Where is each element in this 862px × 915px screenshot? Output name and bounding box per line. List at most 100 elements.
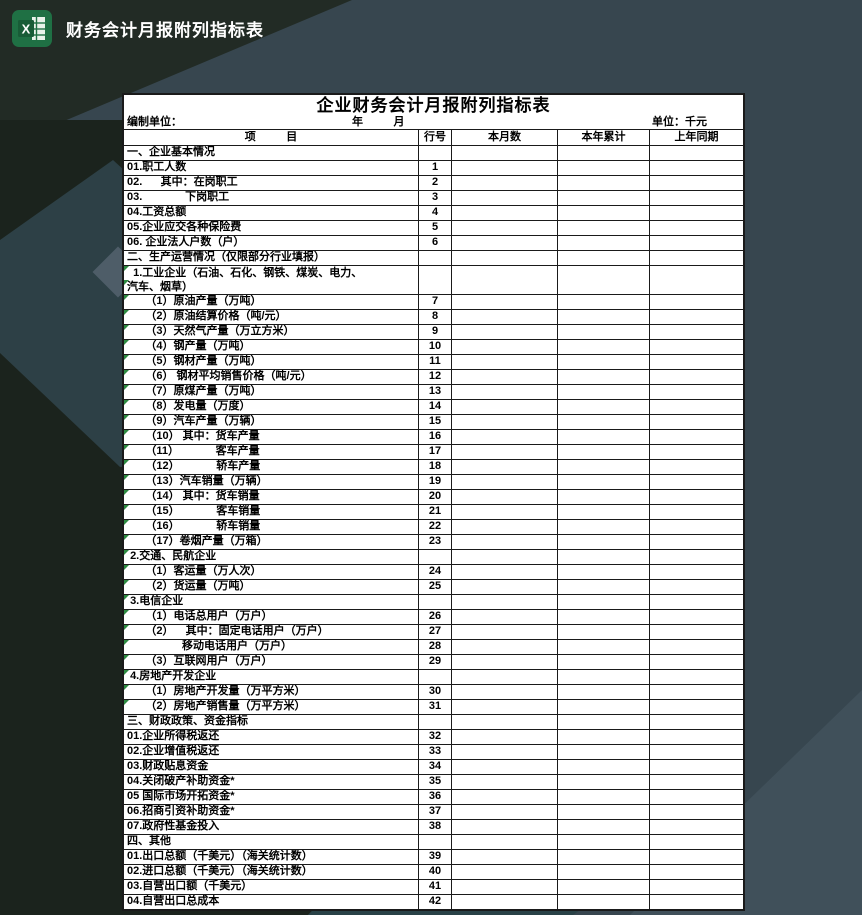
year-to-date-cell[interactable] <box>557 835 649 849</box>
item-cell[interactable]: 4.房地产开发企业 <box>124 670 418 684</box>
current-month-cell[interactable] <box>451 895 557 909</box>
last-year-period-cell[interactable] <box>649 295 743 309</box>
year-to-date-cell[interactable] <box>557 400 649 414</box>
current-month-cell[interactable] <box>451 715 557 729</box>
last-year-period-cell[interactable] <box>649 520 743 534</box>
year-to-date-cell[interactable] <box>557 325 649 339</box>
year-month-label[interactable]: 年 月 <box>352 116 405 128</box>
line-number-cell[interactable]: 20 <box>418 490 451 504</box>
line-number-cell[interactable] <box>418 266 451 294</box>
last-year-period-cell[interactable] <box>649 835 743 849</box>
line-number-cell[interactable]: 19 <box>418 475 451 489</box>
header-line-no[interactable]: 行号 <box>418 130 451 145</box>
current-month-cell[interactable] <box>451 760 557 774</box>
header-same-period-last-year[interactable]: 上年同期 <box>649 130 743 145</box>
year-to-date-cell[interactable] <box>557 580 649 594</box>
line-number-cell[interactable] <box>418 670 451 684</box>
year-to-date-cell[interactable] <box>557 565 649 579</box>
current-month-cell[interactable] <box>451 206 557 220</box>
last-year-period-cell[interactable] <box>649 355 743 369</box>
current-month-cell[interactable] <box>451 640 557 654</box>
current-month-cell[interactable] <box>451 340 557 354</box>
line-number-cell[interactable]: 29 <box>418 655 451 669</box>
line-number-cell[interactable]: 38 <box>418 820 451 834</box>
year-to-date-cell[interactable] <box>557 415 649 429</box>
report-title-cell[interactable]: 企业财务会计月报附列指标表 <box>316 96 551 115</box>
current-month-cell[interactable] <box>451 460 557 474</box>
line-number-cell[interactable] <box>418 146 451 160</box>
item-cell[interactable]: 05.企业应交各种保险费 <box>124 221 418 235</box>
year-to-date-cell[interactable] <box>557 146 649 160</box>
current-month-cell[interactable] <box>451 370 557 384</box>
item-cell[interactable]: 02.进口总额（千美元）（海关统计数） <box>124 865 418 879</box>
last-year-period-cell[interactable] <box>649 176 743 190</box>
last-year-period-cell[interactable] <box>649 460 743 474</box>
line-number-cell[interactable]: 18 <box>418 460 451 474</box>
last-year-period-cell[interactable] <box>649 760 743 774</box>
line-number-cell[interactable]: 9 <box>418 325 451 339</box>
item-cell[interactable]: （2） 其中：固定电话用户（万户） <box>124 625 418 639</box>
item-cell[interactable]: （3）互联网用户（万户） <box>124 655 418 669</box>
year-to-date-cell[interactable] <box>557 266 649 294</box>
current-month-cell[interactable] <box>451 490 557 504</box>
year-to-date-cell[interactable] <box>557 790 649 804</box>
current-month-cell[interactable] <box>451 550 557 564</box>
item-cell[interactable]: 06. 企业法人户数（户） <box>124 236 418 250</box>
item-cell[interactable]: 2.交通、民航企业 <box>124 550 418 564</box>
line-number-cell[interactable]: 2 <box>418 176 451 190</box>
current-month-cell[interactable] <box>451 565 557 579</box>
item-cell[interactable]: （2）原油结算价格（吨/元） <box>124 310 418 324</box>
line-number-cell[interactable]: 17 <box>418 445 451 459</box>
item-cell[interactable]: 04.自营出口总成本 <box>124 895 418 909</box>
line-number-cell[interactable]: 5 <box>418 221 451 235</box>
item-cell[interactable]: 03. 下岗职工 <box>124 191 418 205</box>
year-to-date-cell[interactable] <box>557 805 649 819</box>
line-number-cell[interactable]: 40 <box>418 865 451 879</box>
item-cell[interactable]: （5）钢材产量（万吨） <box>124 355 418 369</box>
current-month-cell[interactable] <box>451 880 557 894</box>
current-month-cell[interactable] <box>451 685 557 699</box>
prepared-by-label[interactable]: 编制单位： <box>127 116 182 128</box>
item-cell[interactable]: （14） 其中：货车销量 <box>124 490 418 504</box>
line-number-cell[interactable]: 24 <box>418 565 451 579</box>
last-year-period-cell[interactable] <box>649 385 743 399</box>
current-month-cell[interactable] <box>451 820 557 834</box>
current-month-cell[interactable] <box>451 310 557 324</box>
line-number-cell[interactable] <box>418 595 451 609</box>
line-number-cell[interactable]: 4 <box>418 206 451 220</box>
last-year-period-cell[interactable] <box>649 640 743 654</box>
year-to-date-cell[interactable] <box>557 670 649 684</box>
item-cell[interactable]: （8）发电量（万度） <box>124 400 418 414</box>
item-cell[interactable]: （4）钢产量（万吨） <box>124 340 418 354</box>
last-year-period-cell[interactable] <box>649 415 743 429</box>
last-year-period-cell[interactable] <box>649 820 743 834</box>
item-cell[interactable]: （12） 轿车产量 <box>124 460 418 474</box>
current-month-cell[interactable] <box>451 295 557 309</box>
last-year-period-cell[interactable] <box>649 625 743 639</box>
header-item[interactable]: 项 目 <box>244 131 298 143</box>
item-cell[interactable]: 二、生产运营情况（仅限部分行业填报） <box>124 251 418 265</box>
year-to-date-cell[interactable] <box>557 355 649 369</box>
last-year-period-cell[interactable] <box>649 565 743 579</box>
line-number-cell[interactable]: 25 <box>418 580 451 594</box>
line-number-cell[interactable]: 10 <box>418 340 451 354</box>
line-number-cell[interactable]: 27 <box>418 625 451 639</box>
last-year-period-cell[interactable] <box>649 550 743 564</box>
current-month-cell[interactable] <box>451 790 557 804</box>
current-month-cell[interactable] <box>451 221 557 235</box>
item-cell[interactable]: （3）天然气产量（万立方米） <box>124 325 418 339</box>
last-year-period-cell[interactable] <box>649 865 743 879</box>
item-cell[interactable]: 03.自营出口额（千美元） <box>124 880 418 894</box>
item-cell[interactable]: 06.招商引资补助资金* <box>124 805 418 819</box>
last-year-period-cell[interactable] <box>649 445 743 459</box>
current-month-cell[interactable] <box>451 475 557 489</box>
year-to-date-cell[interactable] <box>557 295 649 309</box>
line-number-cell[interactable] <box>418 835 451 849</box>
line-number-cell[interactable]: 33 <box>418 745 451 759</box>
last-year-period-cell[interactable] <box>649 730 743 744</box>
current-month-cell[interactable] <box>451 161 557 175</box>
item-cell[interactable]: 07.政府性基金投入 <box>124 820 418 834</box>
line-number-cell[interactable]: 11 <box>418 355 451 369</box>
line-number-cell[interactable]: 28 <box>418 640 451 654</box>
year-to-date-cell[interactable] <box>557 161 649 175</box>
